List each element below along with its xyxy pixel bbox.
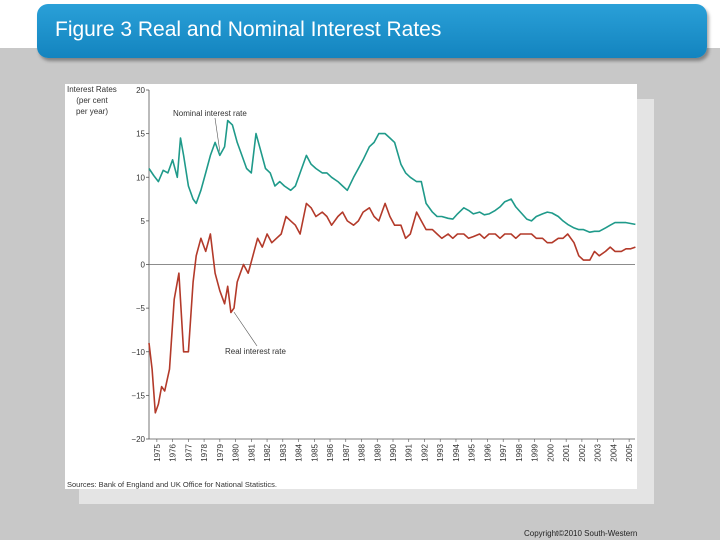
x-tick-label: 1999 — [531, 443, 540, 461]
x-tick-label: 2005 — [625, 443, 634, 461]
x-tick-label: 1994 — [452, 443, 461, 461]
real-rate-annotation: Real interest rate — [225, 347, 286, 356]
y-axis-label: per year) — [76, 107, 108, 116]
x-tick-label: 1985 — [310, 443, 319, 461]
chart-source-note: Sources: Bank of England and UK Office f… — [67, 480, 277, 489]
x-tick-label: 1996 — [483, 443, 492, 461]
y-tick-label: −15 — [131, 391, 145, 400]
x-tick-label: 1993 — [436, 443, 445, 461]
x-tick-label: 2001 — [562, 443, 571, 461]
x-tick-label: 1992 — [420, 443, 429, 461]
x-tick-label: 1987 — [342, 443, 351, 461]
x-tick-label: 1991 — [405, 443, 414, 461]
y-tick-label: −20 — [131, 435, 145, 444]
x-tick-label: 1981 — [247, 443, 256, 461]
x-tick-label: 2003 — [594, 443, 603, 461]
y-tick-label: −5 — [136, 304, 146, 313]
x-tick-label: 1988 — [358, 443, 367, 461]
x-tick-label: 2002 — [578, 443, 587, 461]
x-tick-label: 1976 — [169, 443, 178, 461]
y-tick-label: 5 — [141, 217, 146, 226]
x-tick-label: 1983 — [279, 443, 288, 461]
y-tick-label: 20 — [136, 86, 145, 95]
x-tick-label: 1979 — [216, 443, 225, 461]
nominal-rate-annotation: Nominal interest rate — [173, 109, 247, 118]
x-tick-label: 1980 — [232, 443, 241, 461]
x-tick-label: 1990 — [389, 443, 398, 461]
nominal-annotation-leader — [214, 117, 221, 152]
x-tick-label: 2000 — [546, 443, 555, 461]
x-tick-label: 1989 — [373, 443, 382, 461]
x-tick-label: 1986 — [326, 443, 335, 461]
y-tick-label: 0 — [141, 261, 146, 270]
x-tick-label: 2004 — [609, 443, 618, 461]
x-tick-label: 1978 — [200, 443, 209, 461]
x-tick-label: 1977 — [184, 443, 193, 461]
x-tick-label: 1998 — [515, 443, 524, 461]
nominal-rate-line — [148, 119, 636, 233]
y-tick-label: −10 — [131, 348, 145, 357]
y-tick-label: 10 — [136, 173, 145, 182]
x-tick-label: 1984 — [295, 443, 304, 461]
interest-rate-chart: 20 15 10 5 0 −5 −10 −15 −20 Interest Rates (per ce… — [67, 85, 636, 489]
x-tick-label: 1995 — [468, 443, 477, 461]
copyright-notice: Copyright©2010 South-Western — [524, 529, 638, 538]
y-axis-label: Interest Rates — [67, 85, 117, 94]
slide-title: Figure 3 Real and Nominal Interest Rates — [55, 18, 442, 41]
x-tick-label: 1975 — [153, 443, 162, 461]
chart-panel: 20 15 10 5 0 −5 −10 −15 −20 Interest Rates (per ce… — [65, 84, 637, 489]
y-axis-label: (per cent — [76, 96, 108, 105]
y-tick-label: 15 — [136, 130, 145, 139]
x-tick-label: 1982 — [263, 443, 272, 461]
title-bar: Figure 3 Real and Nominal Interest Rates — [37, 4, 707, 58]
real-rate-line — [148, 202, 636, 414]
real-annotation-leader — [233, 311, 258, 347]
x-tick-label: 1997 — [499, 443, 508, 461]
